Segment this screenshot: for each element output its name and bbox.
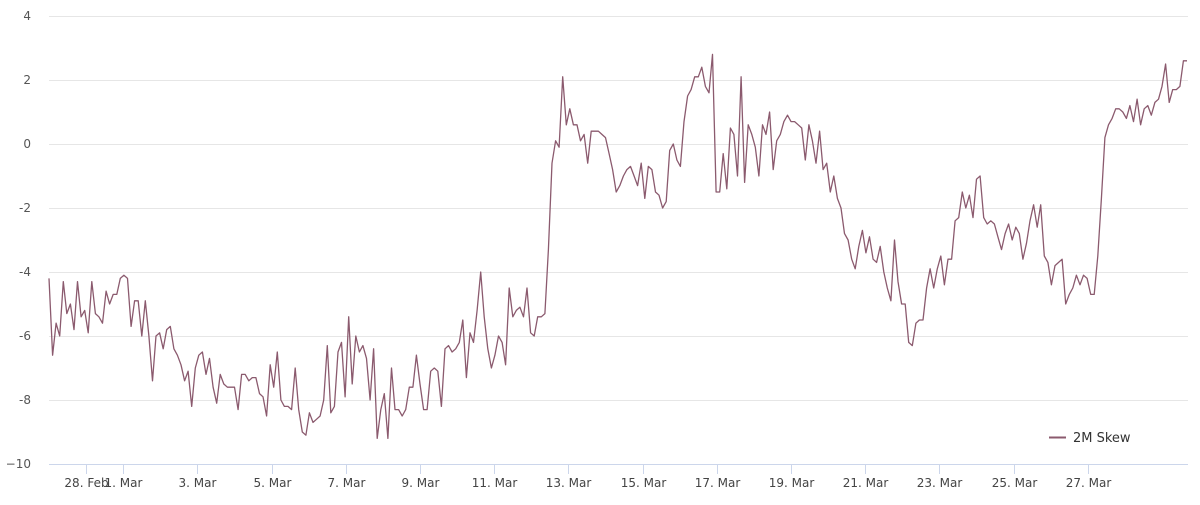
x-tick-label: 27. Mar <box>1066 476 1112 490</box>
x-tick-label: 11. Mar <box>472 476 518 490</box>
x-tick-label: 21. Mar <box>843 476 889 490</box>
legend[interactable]: 2M Skew <box>1049 431 1131 446</box>
legend-label[interactable]: 2M Skew <box>1073 431 1131 446</box>
x-tick-label: 15. Mar <box>621 476 667 490</box>
y-tick-label: -2 <box>19 201 31 215</box>
x-tick-label: 19. Mar <box>769 476 815 490</box>
x-tick-label: 1. Mar <box>105 476 143 490</box>
grid-lines <box>49 16 1188 401</box>
x-tick-label: 7. Mar <box>328 476 366 490</box>
x-tick-label: 23. Mar <box>917 476 963 490</box>
x-tick-label: 3. Mar <box>179 476 217 490</box>
y-tick-label: 0 <box>23 137 31 151</box>
x-tick-label: 5. Mar <box>254 476 292 490</box>
x-tick-label: 17. Mar <box>695 476 741 490</box>
y-tick-label: 4 <box>23 9 31 23</box>
y-tick-label: -8 <box>19 393 31 407</box>
x-tick-label: 28. Feb <box>64 476 108 490</box>
series-line-2m-skew[interactable] <box>48 53 1187 440</box>
x-tick-label: 13. Mar <box>546 476 592 490</box>
y-tick-label: -6 <box>19 329 31 343</box>
y-tick-label: 2 <box>23 73 31 87</box>
x-tick-label: 25. Mar <box>992 476 1038 490</box>
x-tick-label: 9. Mar <box>402 476 440 490</box>
y-tick-label: −10 <box>6 457 31 471</box>
x-axis-ticks <box>86 464 1089 474</box>
y-tick-label: -4 <box>19 265 31 279</box>
y-axis-labels: 4 2 0 -2 -4 -6 -8 −10 <box>6 9 31 471</box>
